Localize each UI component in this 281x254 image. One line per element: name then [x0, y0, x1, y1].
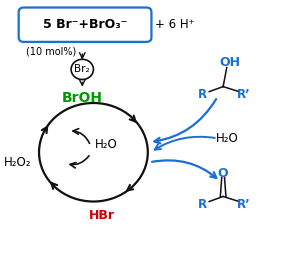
Text: 5 Br⁻+BrO₃⁻: 5 Br⁻+BrO₃⁻ — [43, 18, 127, 31]
Text: (10 mol%): (10 mol%) — [26, 46, 77, 56]
Text: H₂O₂: H₂O₂ — [4, 156, 32, 169]
FancyBboxPatch shape — [19, 8, 151, 42]
Text: R’: R’ — [237, 88, 251, 101]
Text: OH: OH — [219, 56, 241, 69]
Text: + 6 H⁺: + 6 H⁺ — [155, 18, 194, 31]
Text: R: R — [198, 198, 207, 211]
Text: HBr: HBr — [89, 209, 115, 222]
Text: Br₂: Br₂ — [74, 65, 90, 74]
Text: H₂O: H₂O — [95, 138, 117, 151]
Text: O: O — [218, 167, 228, 180]
Text: R’: R’ — [237, 198, 251, 211]
Text: BrOH: BrOH — [62, 91, 103, 105]
Text: H₂O: H₂O — [216, 132, 239, 145]
Text: R: R — [198, 88, 207, 101]
